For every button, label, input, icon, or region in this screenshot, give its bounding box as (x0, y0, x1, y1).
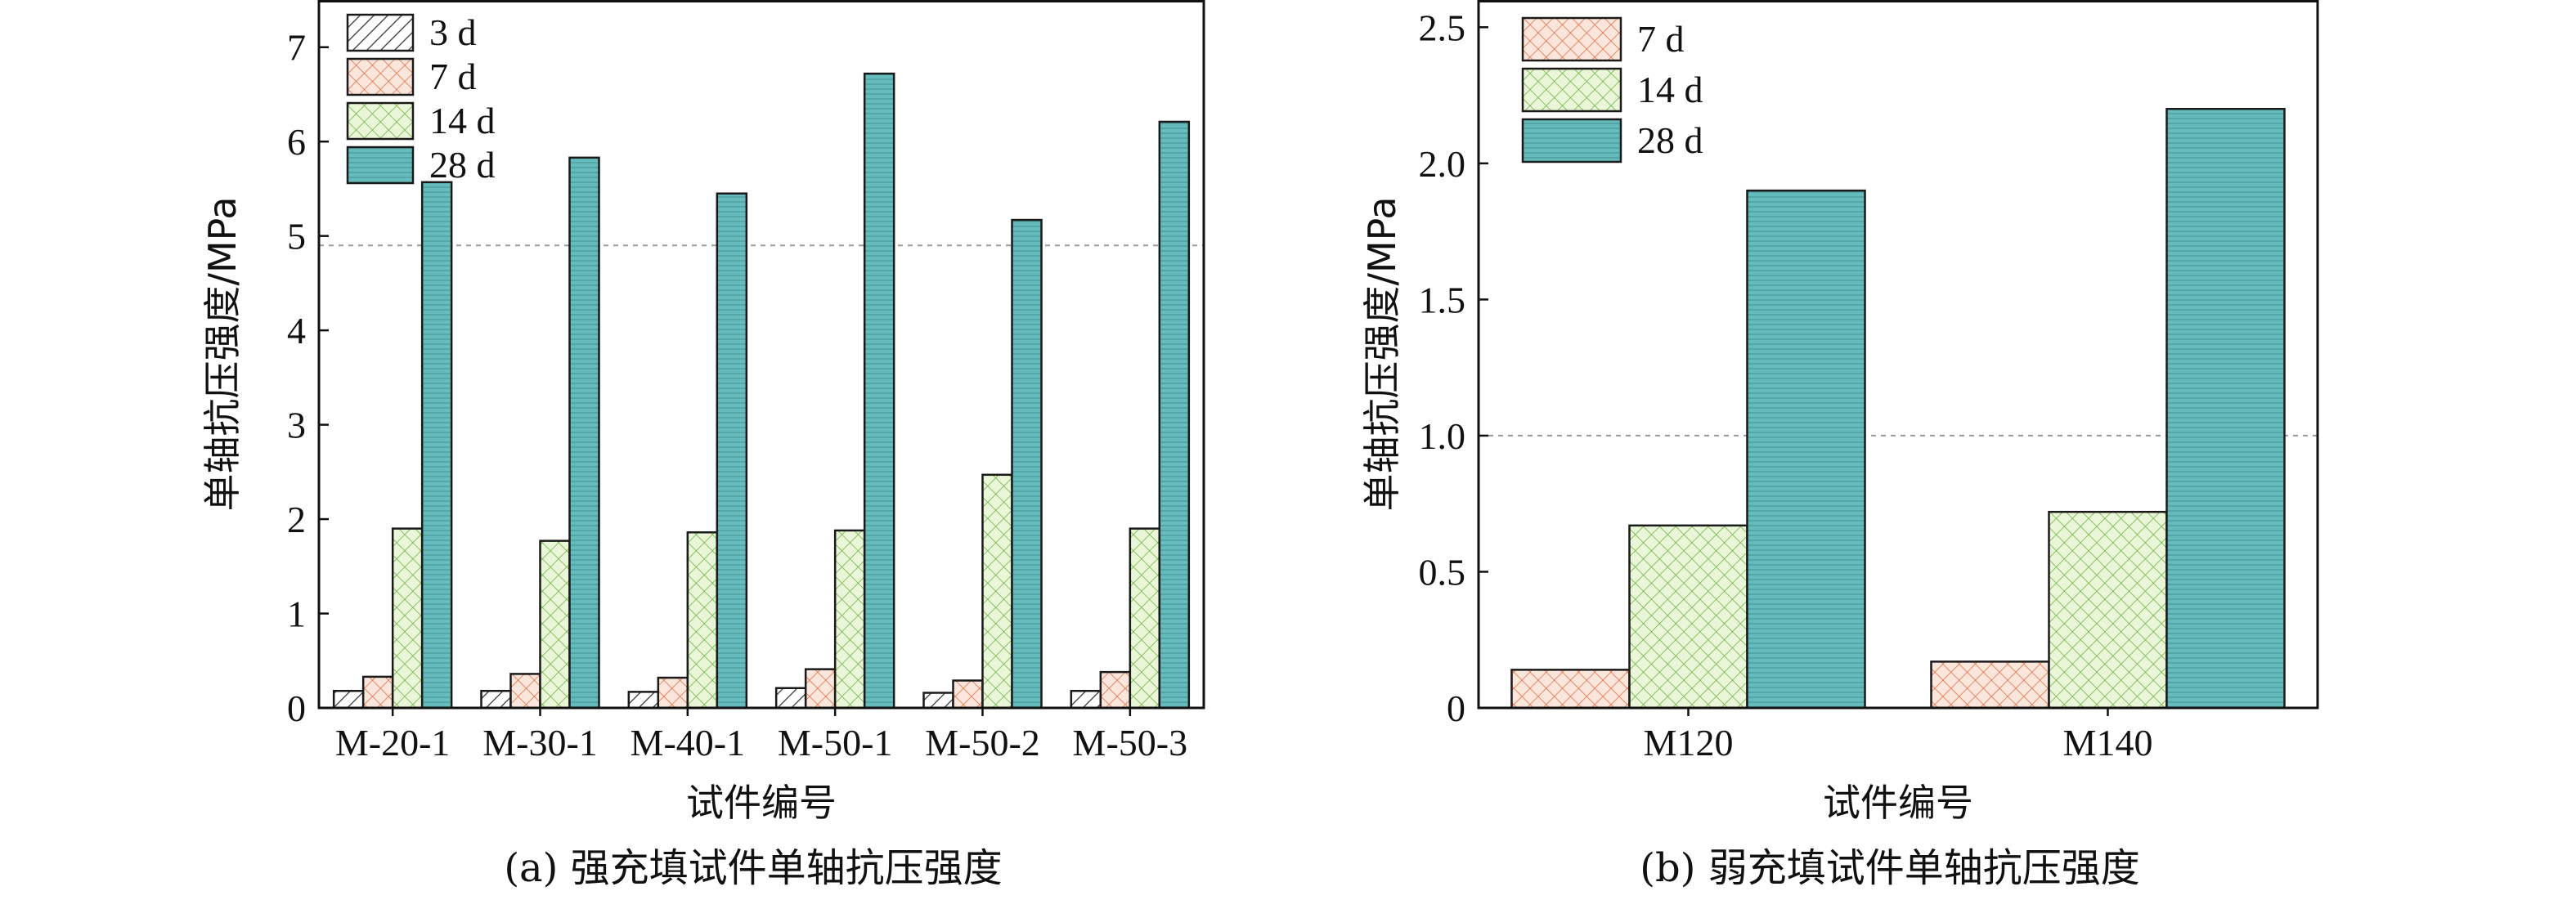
x-tick-label: M-40-1 (631, 722, 746, 763)
legend-swatch (346, 57, 415, 96)
y-tick-label: 1.0 (1419, 415, 1466, 457)
y-tick-label: 6 (287, 121, 306, 163)
panel-caption: (b) 弱充填试件单轴抗压强度 (1640, 845, 2139, 891)
bar (1628, 524, 1748, 710)
y-tick-label: 2.5 (1419, 7, 1466, 48)
bar (420, 181, 453, 710)
y-axis-title: 单轴抗压强度/MPa (1360, 196, 1404, 511)
y-tick-label: 1.5 (1419, 279, 1466, 320)
bar (1070, 689, 1102, 710)
bar (1129, 527, 1161, 710)
bar (952, 679, 984, 710)
x-tick-label: M-20-1 (335, 722, 451, 763)
legend-label: 14 d (429, 100, 496, 141)
legend-label: 28 d (429, 144, 496, 186)
legend-swatch (1521, 16, 1622, 62)
legend-swatch (1521, 67, 1622, 113)
bar (1746, 189, 1866, 710)
bar (774, 687, 807, 710)
bar (509, 673, 541, 710)
legend-swatch (346, 101, 415, 141)
x-tick-label: M-30-1 (482, 722, 598, 763)
bar (332, 689, 365, 710)
bar (863, 72, 895, 710)
y-tick-label: 2.0 (1419, 143, 1466, 185)
bar (627, 691, 660, 710)
bar (568, 156, 600, 710)
legend-label: 7 d (1637, 18, 1685, 60)
bar (657, 676, 689, 710)
legend-swatch (346, 146, 415, 185)
bar (716, 192, 748, 710)
chart-panel-b: M120 M140 0 0.5 1.0 1.5 2.0 2.5 试件编号 单轴抗压强度/MPa (b… (1360, 0, 2319, 891)
bar (539, 540, 571, 710)
bar (361, 675, 394, 710)
y-tick-label: 0.5 (1419, 551, 1466, 593)
legend-label: 14 d (1637, 69, 1703, 110)
plot-frame (317, 0, 1205, 710)
bar (922, 692, 954, 710)
y-tick-label: 0 (1447, 687, 1465, 729)
bar (833, 529, 866, 710)
legend-swatch (1521, 118, 1622, 163)
y-axis-title: 单轴抗压强度/MPa (200, 196, 245, 511)
x-tick-label: M140 (2063, 722, 2153, 763)
chart-panel-a: M-20-1 M-30-1 M-40-1 M-50-1 M-50-2 M-50-3 0 1 2 3… (200, 0, 1205, 891)
x-tick-label: M-50-3 (1073, 722, 1188, 763)
legend-label: 28 d (1637, 119, 1703, 161)
bar (686, 531, 719, 710)
y-tick-label: 7 (287, 27, 306, 69)
bar (1510, 669, 1631, 710)
bar (1099, 670, 1132, 710)
bar (804, 668, 837, 710)
bar (391, 527, 424, 710)
x-tick-label: M-50-1 (778, 722, 893, 763)
plot-frame (1477, 0, 2319, 710)
y-tick-label: 0 (287, 687, 306, 729)
bar (1011, 218, 1043, 710)
bar (480, 689, 512, 710)
bar (2165, 107, 2286, 710)
legend-label: 7 d (429, 56, 477, 97)
y-tick-label: 3 (287, 405, 306, 446)
x-axis-title: 试件编号 (686, 781, 837, 825)
bar (1158, 120, 1191, 710)
x-tick-label: M120 (1644, 722, 1734, 763)
y-tick-label: 2 (287, 499, 306, 540)
bar (1930, 660, 2050, 710)
bar (2048, 510, 2168, 710)
legend-label: 3 d (429, 11, 477, 53)
x-tick-label: M-50-2 (925, 722, 1040, 763)
y-tick-label: 1 (287, 593, 306, 635)
x-axis-title: 试件编号 (1823, 781, 1973, 825)
y-tick-label: 4 (287, 310, 306, 351)
bar (981, 473, 1013, 710)
legend-swatch (346, 13, 415, 52)
y-tick-label: 5 (287, 216, 306, 257)
panel-caption: (a) 强充填试件单轴抗压强度 (504, 845, 1002, 891)
